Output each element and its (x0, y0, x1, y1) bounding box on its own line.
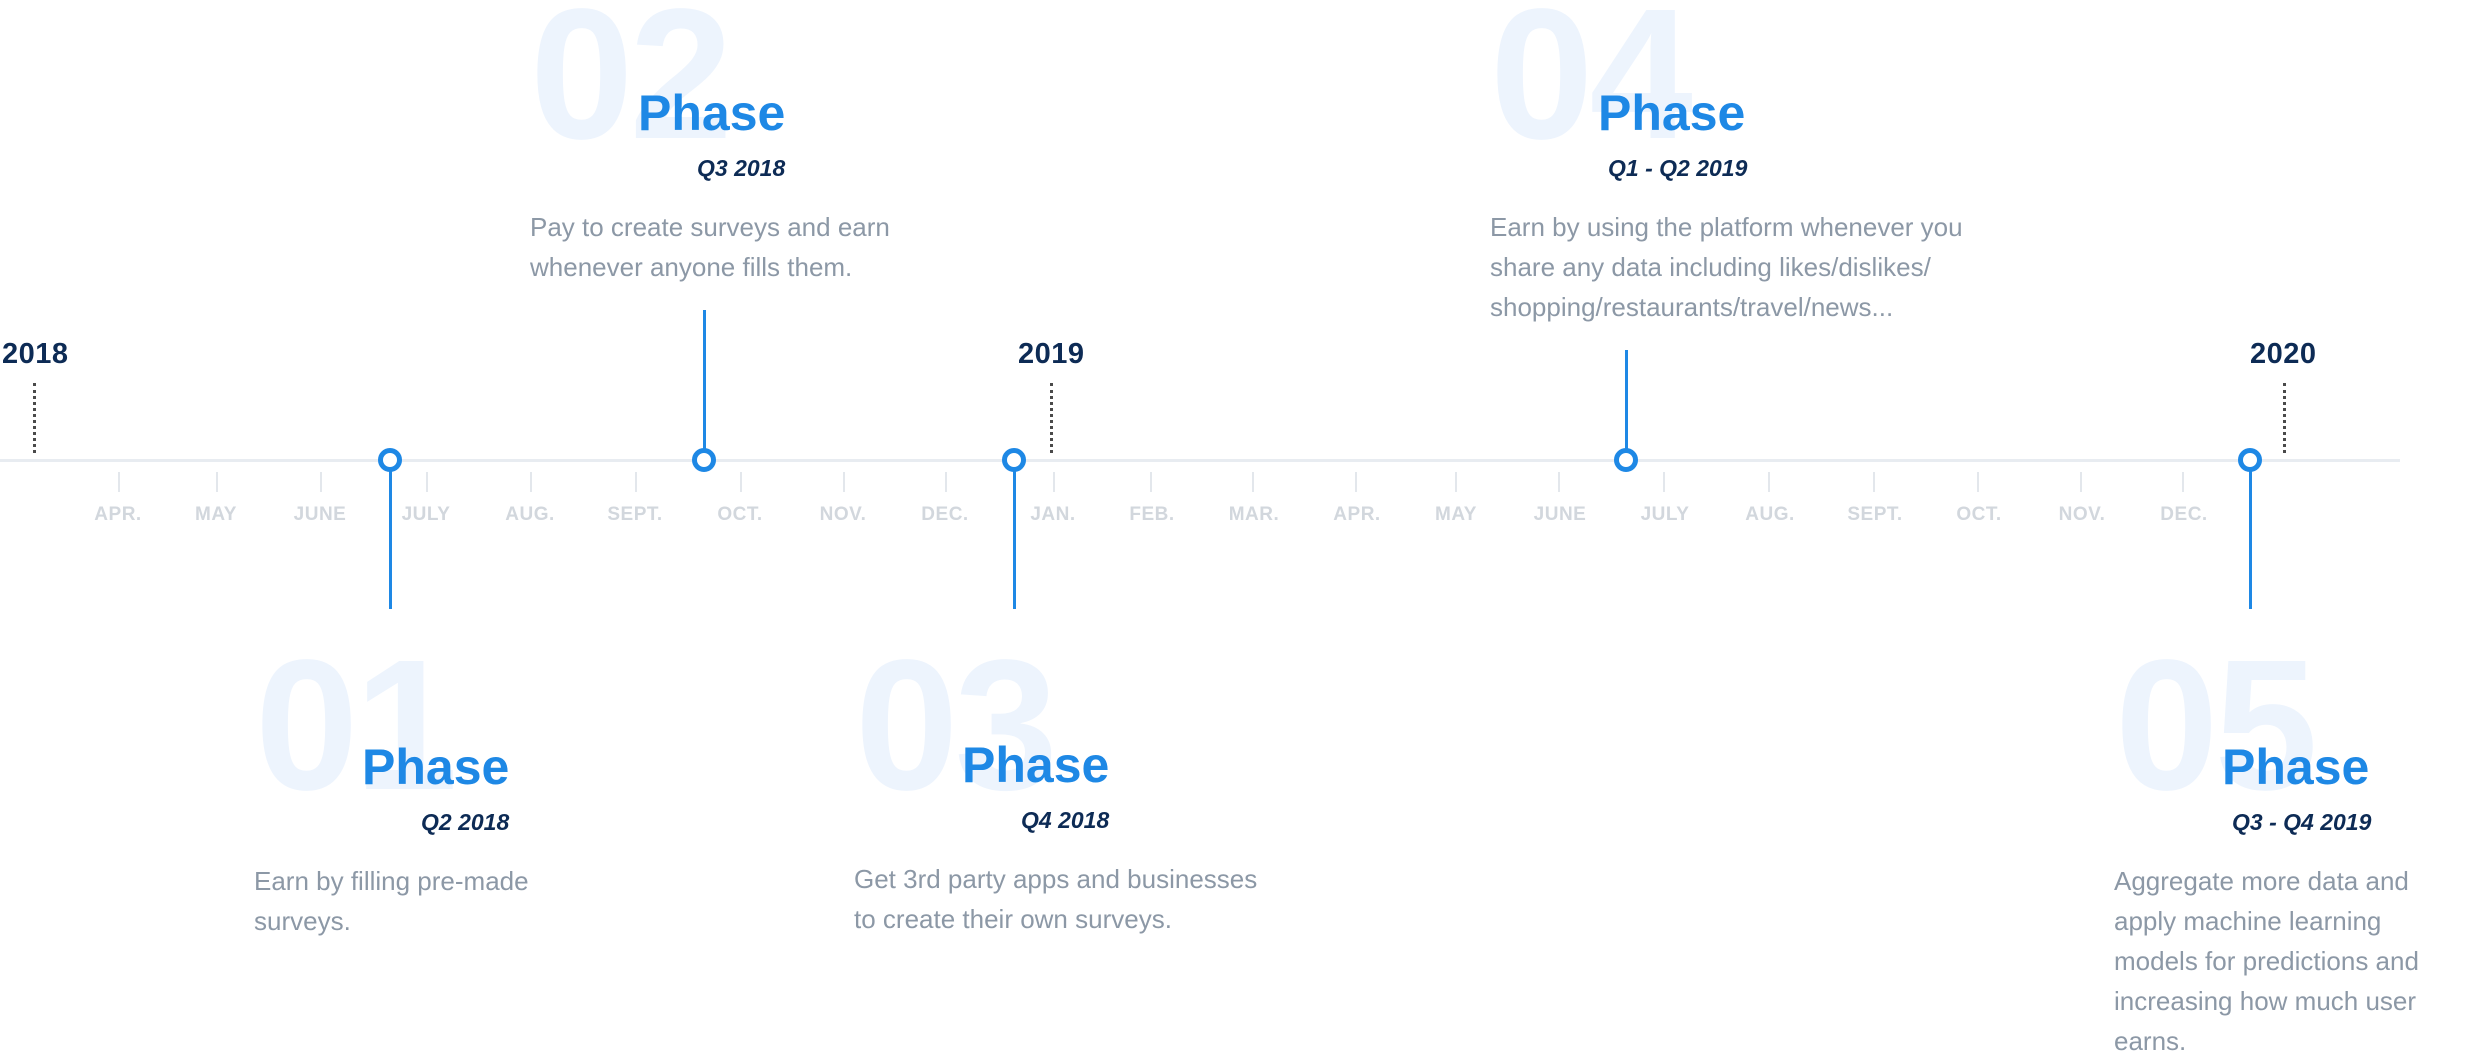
year-label-2019: 2019 (1018, 338, 1085, 370)
month-tick (2080, 472, 2082, 492)
month-label: JULY (1640, 504, 1690, 525)
month-tick (1252, 472, 1254, 492)
year-label-2020: 2020 (2250, 338, 2317, 370)
phase-01-marker[interactable] (378, 448, 402, 472)
month-tick (426, 472, 428, 492)
month-tick (216, 472, 218, 492)
month-label: FEB. (1129, 504, 1175, 525)
phase-04-stem (1625, 350, 1628, 460)
year-label-2018: 2018 (2, 338, 69, 370)
phase-05-description: Aggregate more data and apply machine le… (2114, 866, 2419, 1056)
month-tick (1150, 472, 1152, 492)
phase-03-number: 03 (855, 622, 1058, 829)
phase-04-title: Phase (1598, 85, 1746, 141)
month-label: JUNE (1533, 504, 1587, 525)
phase-03-title: Phase (962, 737, 1110, 793)
phase-02-description: Pay to create surveys and earn whenever … (530, 212, 890, 282)
month-label: OCT. (717, 504, 763, 525)
month-label: NOV. (2058, 504, 2106, 525)
phase-05-number: 05 (2115, 622, 2318, 829)
month-label: OCT. (1956, 504, 2002, 525)
phase-05-title: Phase (2222, 739, 2370, 795)
month-tick (1768, 472, 1770, 492)
month-label: AUG. (505, 504, 555, 525)
phase-05-marker[interactable] (2238, 448, 2262, 472)
month-tick (1455, 472, 1457, 492)
phase-04-quarter: Q1 - Q2 2019 (1608, 155, 1748, 181)
year-tick-2020 (2283, 383, 2286, 453)
phase-01-quarter: Q2 2018 (421, 809, 510, 835)
month-tick (1977, 472, 1979, 492)
phase-01-title: Phase (362, 739, 510, 795)
month-label: NOV. (819, 504, 867, 525)
phase-03-marker[interactable] (1002, 448, 1026, 472)
month-label: AUG. (1745, 504, 1795, 525)
phase-04-description: Earn by using the platform whenever you … (1490, 212, 1963, 322)
phase-05-quarter: Q3 - Q4 2019 (2232, 809, 2372, 835)
phase-03-stem (1013, 459, 1016, 609)
phase-02-marker[interactable] (692, 448, 716, 472)
month-label: JUNE (293, 504, 347, 525)
phase-02-quarter: Q3 2018 (697, 155, 786, 181)
month-tick (740, 472, 742, 492)
phase-01-number: 01 (255, 622, 458, 829)
month-label: MAY (195, 504, 237, 525)
month-tick (1355, 472, 1357, 492)
month-tick (635, 472, 637, 492)
phase-01-description: Earn by filling pre-made surveys. (254, 866, 529, 936)
phase-02-number: 02 (530, 0, 733, 178)
month-tick (945, 472, 947, 492)
phase-02-title: Phase (638, 85, 786, 141)
month-tick (1663, 472, 1665, 492)
month-label: DEC. (2160, 504, 2208, 525)
month-tick (2182, 472, 2184, 492)
phase-04-number: 04 (1490, 0, 1693, 178)
phase-03-quarter: Q4 2018 (1021, 807, 1110, 833)
month-tick (843, 472, 845, 492)
phase-03-description: Get 3rd party apps and businesses to cre… (854, 864, 1258, 934)
month-label: MAR. (1228, 504, 1280, 525)
month-label: JULY (401, 504, 451, 525)
month-label: MAY (1435, 504, 1477, 525)
month-label: APR. (1333, 504, 1381, 525)
month-label: DEC. (921, 504, 969, 525)
month-label: SEPT. (1847, 504, 1903, 525)
month-label: SEPT. (607, 504, 663, 525)
phase-04-marker[interactable] (1614, 448, 1638, 472)
phase-05-stem (2249, 459, 2252, 609)
month-label: JAN. (1030, 504, 1076, 525)
timeline-axis (0, 459, 2400, 462)
phase-01-stem (389, 459, 392, 609)
month-label: APR. (94, 504, 142, 525)
year-tick-2018 (33, 383, 36, 453)
month-tick (118, 472, 120, 492)
month-tick (1558, 472, 1560, 492)
phase-02-stem (703, 310, 706, 460)
month-tick (1053, 472, 1055, 492)
month-tick (1873, 472, 1875, 492)
month-tick (320, 472, 322, 492)
month-tick (530, 472, 532, 492)
year-tick-2019 (1050, 383, 1053, 453)
